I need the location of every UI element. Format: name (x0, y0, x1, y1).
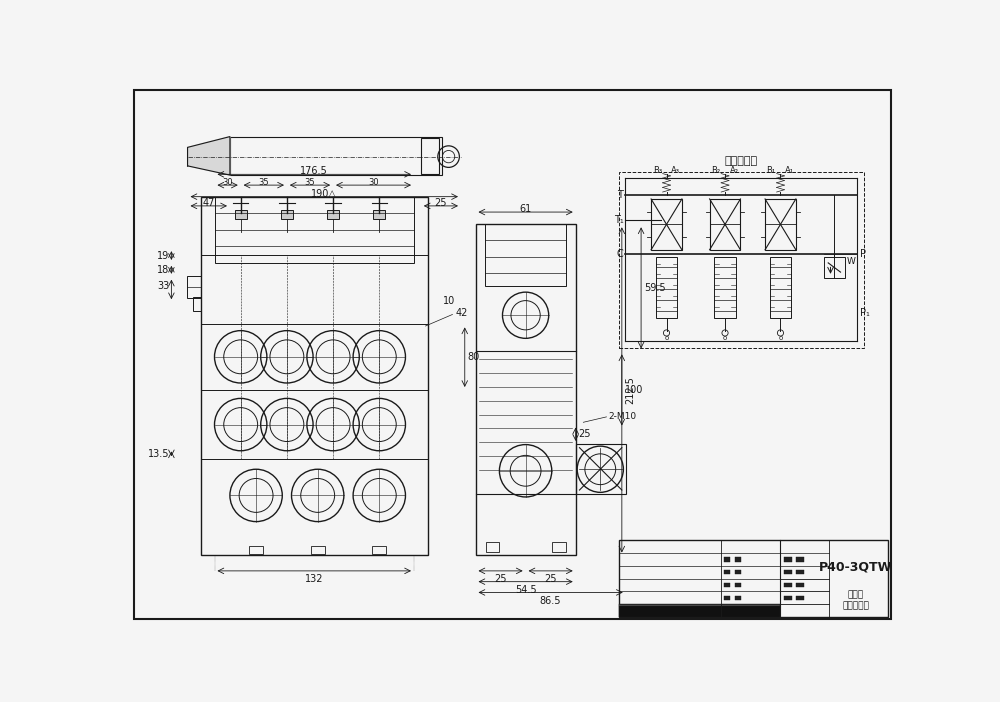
Text: 25: 25 (579, 429, 591, 439)
Bar (215, 197, 414, 263)
Bar (485, 225, 566, 286)
Text: B₁: B₁ (767, 166, 776, 175)
Text: 13.5: 13.5 (148, 449, 169, 459)
Text: A₂: A₂ (730, 166, 739, 175)
Bar (784, 595, 792, 600)
Text: 19: 19 (157, 251, 169, 261)
Text: 30: 30 (222, 178, 233, 187)
Text: 54.5: 54.5 (515, 585, 536, 595)
Text: 212.5: 212.5 (625, 376, 635, 404)
Bar (486, 543, 499, 552)
Text: W: W (847, 257, 856, 266)
Text: A₁: A₁ (785, 166, 794, 175)
Bar (724, 595, 730, 600)
Bar (476, 225, 576, 555)
Bar (249, 546, 263, 554)
Bar (735, 583, 741, 588)
Text: o: o (664, 336, 669, 341)
Text: P₁: P₁ (860, 308, 870, 318)
Bar (373, 210, 385, 219)
Text: 80: 80 (468, 352, 480, 362)
Bar (552, 543, 566, 552)
Polygon shape (188, 137, 230, 175)
Bar (327, 210, 339, 219)
Bar (576, 444, 626, 494)
Bar (710, 199, 740, 250)
Bar (619, 172, 864, 347)
Bar (619, 606, 780, 617)
Bar (187, 276, 201, 298)
Text: 42: 42 (456, 308, 468, 318)
Bar (770, 258, 791, 318)
Text: C: C (617, 249, 623, 258)
Bar (421, 138, 439, 173)
Text: T₁: T₁ (614, 215, 623, 225)
Text: 10: 10 (443, 296, 455, 306)
Text: 176.5: 176.5 (300, 166, 328, 176)
Bar (796, 570, 804, 574)
Bar (724, 570, 730, 574)
Bar (765, 199, 796, 250)
Bar (656, 258, 677, 318)
Bar (201, 197, 428, 555)
Text: 多路阀
外形尺寸图: 多路阀 外形尺寸图 (842, 590, 869, 610)
Bar (311, 546, 325, 554)
Bar (651, 199, 682, 250)
Text: 86.5: 86.5 (540, 595, 561, 606)
Bar (193, 297, 201, 310)
Text: 25: 25 (435, 198, 447, 208)
Bar (784, 570, 792, 574)
Text: 35: 35 (305, 178, 315, 187)
Bar (724, 557, 730, 562)
Bar (372, 546, 386, 554)
Text: o: o (778, 336, 783, 341)
Bar (796, 595, 804, 600)
Bar (281, 210, 293, 219)
Bar (796, 583, 804, 588)
Text: 18: 18 (157, 265, 169, 274)
Text: P40-3QTW: P40-3QTW (819, 560, 893, 574)
Text: 61: 61 (519, 204, 532, 214)
Text: B₂: B₂ (711, 166, 720, 175)
Text: 190△: 190△ (311, 189, 337, 199)
Text: 35: 35 (258, 178, 269, 187)
Bar (735, 595, 741, 600)
Bar (735, 570, 741, 574)
Text: 100: 100 (625, 385, 643, 395)
Bar (735, 609, 741, 613)
Bar (235, 210, 247, 219)
Text: B₃: B₃ (653, 166, 662, 175)
Bar (735, 557, 741, 562)
Text: 132: 132 (305, 574, 323, 584)
Bar (714, 258, 736, 318)
Bar (824, 257, 845, 278)
Text: P: P (860, 249, 866, 258)
Text: 30: 30 (368, 178, 379, 187)
Text: 25: 25 (494, 574, 507, 584)
Bar (724, 583, 730, 588)
Text: 59.5: 59.5 (644, 282, 666, 293)
Text: o: o (723, 336, 727, 341)
Bar (619, 540, 888, 617)
Bar (230, 137, 442, 175)
Text: 2-M10: 2-M10 (608, 411, 636, 420)
Text: 47: 47 (202, 198, 215, 208)
Text: T: T (618, 190, 623, 200)
Bar (784, 583, 792, 588)
Text: 33: 33 (157, 281, 169, 291)
Text: 液压原理图: 液压原理图 (725, 157, 758, 166)
Bar (796, 557, 804, 562)
Bar (784, 557, 792, 562)
Bar (619, 604, 780, 606)
Bar (724, 609, 730, 613)
Text: A₃: A₃ (671, 166, 680, 175)
Text: 25: 25 (544, 574, 557, 584)
